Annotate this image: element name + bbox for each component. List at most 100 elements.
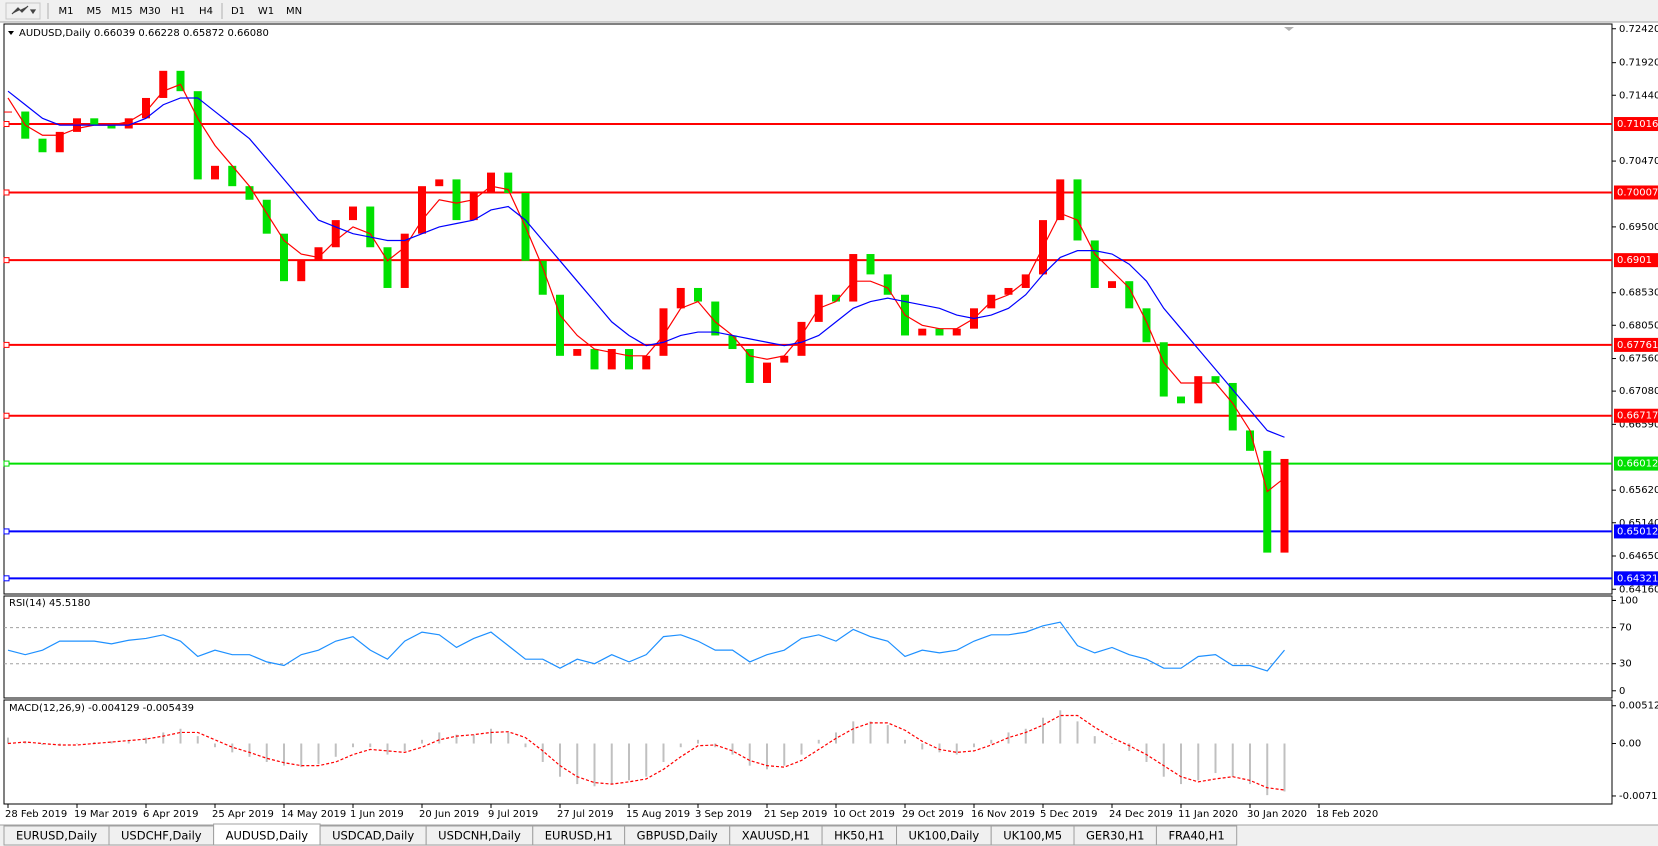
histogram-bar <box>248 743 251 757</box>
tab[interactable]: HK50,H1 <box>821 825 898 846</box>
tab[interactable]: EURUSD,H1 <box>532 825 626 846</box>
timeframe-button[interactable]: MN <box>286 6 302 17</box>
histogram-bar <box>800 743 803 755</box>
tab-background <box>1155 825 1238 846</box>
histogram-bar <box>127 739 130 744</box>
candle <box>676 287 685 309</box>
histogram-bar <box>386 743 389 755</box>
level-handle <box>3 341 10 348</box>
histogram-bar <box>886 725 889 744</box>
histogram-bar <box>817 739 820 744</box>
price-panel <box>3 23 1613 595</box>
candle <box>1125 281 1134 309</box>
histogram-bar <box>455 734 458 744</box>
timeframe-button[interactable]: M30 <box>139 6 160 17</box>
histogram-bar <box>541 743 544 762</box>
candle <box>1228 382 1237 431</box>
tab[interactable]: AUDUSD,Daily <box>213 823 321 846</box>
histogram-bar <box>41 743 44 745</box>
candle <box>1004 287 1013 295</box>
timeframe-button[interactable]: D1 <box>231 6 245 17</box>
candle <box>487 172 495 193</box>
tab[interactable]: UK100,Daily <box>896 825 992 846</box>
candle <box>262 199 271 234</box>
collapse-arrow[interactable] <box>8 31 14 35</box>
timeframe-button[interactable]: W1 <box>258 6 274 17</box>
level-price-label: 0.65012 <box>1617 526 1658 537</box>
candle <box>400 233 409 288</box>
x-tick-label: 29 Oct 2019 <box>902 809 964 820</box>
timeframe-button[interactable]: H1 <box>171 6 185 17</box>
y-tick-label: 30 <box>1619 659 1632 670</box>
tab[interactable]: UK100,M5 <box>990 825 1075 846</box>
level-handle <box>3 121 10 128</box>
tab[interactable]: USDCHF,Daily <box>108 825 215 846</box>
x-tick-label: 15 Aug 2019 <box>626 809 690 820</box>
tab-label: USDCAD,Daily <box>332 829 414 843</box>
histogram-bar <box>7 737 9 744</box>
candle <box>728 335 737 350</box>
timeframe-button[interactable]: M1 <box>59 6 74 17</box>
y-tick-label: 0.67080 <box>1619 386 1658 397</box>
x-tick-label: 16 Nov 2019 <box>971 809 1035 820</box>
x-tick-label: 18 Feb 2020 <box>1316 809 1378 820</box>
tab-label: FRA40,H1 <box>1168 829 1224 843</box>
signal-line <box>7 714 1285 791</box>
candle <box>280 233 288 282</box>
histogram-bar <box>852 721 855 744</box>
y-tick-label: 0.005121 <box>1619 701 1658 712</box>
candle <box>745 349 754 383</box>
timeframe-button[interactable]: M5 <box>87 6 102 17</box>
candle <box>418 186 426 234</box>
tab[interactable]: XAUUSD,H1 <box>729 825 823 846</box>
x-tick-label: 30 Jan 2020 <box>1247 809 1307 820</box>
histogram-bar <box>196 736 199 744</box>
level-handle <box>3 257 10 264</box>
tab[interactable]: USDCAD,Daily <box>319 825 427 846</box>
candle <box>1073 179 1082 241</box>
candle <box>711 301 720 336</box>
histogram-bar <box>283 743 285 766</box>
tab[interactable]: USDCNH,Daily <box>425 825 534 846</box>
y-tick-label: 0.69500 <box>1619 222 1658 233</box>
tab[interactable]: FRA40,H1 <box>1155 825 1238 846</box>
histogram-bar <box>576 743 579 785</box>
histogram-bar <box>231 743 234 753</box>
histogram-bar <box>869 721 872 744</box>
histogram-bar <box>662 743 665 762</box>
histogram-bar <box>783 743 786 766</box>
level-price-label: 0.66717 <box>1617 411 1658 422</box>
candle <box>349 206 357 221</box>
histogram-bar <box>1214 743 1217 774</box>
x-tick-label: 28 Feb 2019 <box>5 809 67 820</box>
candle <box>1211 376 1220 383</box>
candle <box>228 165 237 187</box>
tab[interactable]: GER30,H1 <box>1073 825 1157 846</box>
candle <box>331 220 340 248</box>
x-tick-label: 6 Apr 2019 <box>143 809 198 820</box>
macd-panel <box>3 699 1613 805</box>
moving-average <box>7 83 1285 493</box>
candle <box>1263 450 1272 553</box>
tab[interactable]: GBPUSD,Daily <box>624 825 731 846</box>
tab-label: UK100,M5 <box>1003 829 1062 843</box>
candle <box>780 355 789 363</box>
candle <box>694 287 702 302</box>
candle <box>124 118 133 129</box>
candle <box>866 254 875 275</box>
timeframe-button[interactable]: H4 <box>199 6 213 17</box>
tab-label: EURUSD,Daily <box>16 829 97 843</box>
level-price-label: 0.70007 <box>1617 187 1658 198</box>
candle <box>952 328 961 336</box>
tab[interactable]: EURUSD,Daily <box>3 825 110 846</box>
timeframe-button[interactable]: M15 <box>111 6 132 17</box>
histogram-bar <box>179 728 182 744</box>
candle <box>452 179 461 221</box>
candle <box>607 349 616 370</box>
tab-label: GER30,H1 <box>1086 829 1144 843</box>
histogram-bar <box>748 743 751 766</box>
level-handle <box>3 575 10 582</box>
y-tick-label: 0.66590 <box>1619 419 1658 430</box>
